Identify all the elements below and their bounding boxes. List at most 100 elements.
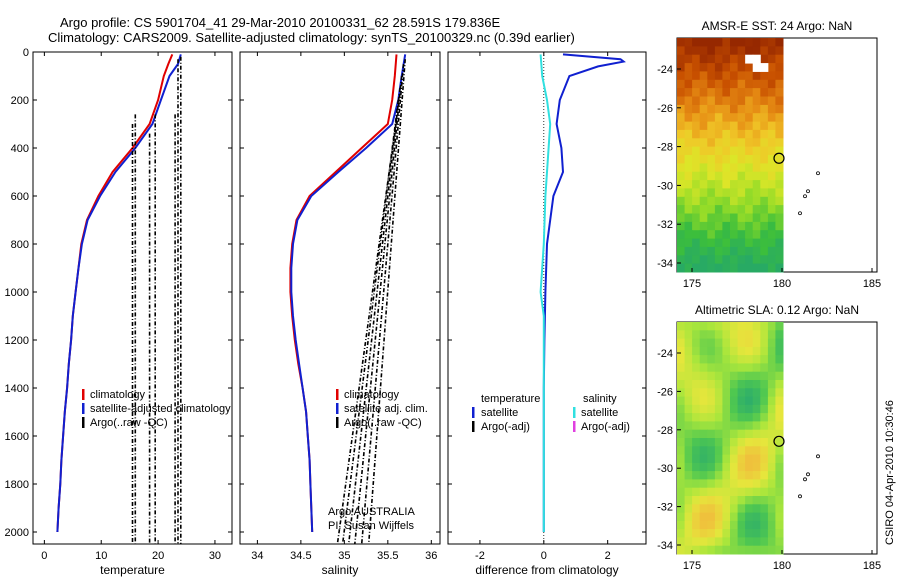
map-cell — [760, 438, 769, 447]
map-cell — [745, 255, 754, 265]
map-cell — [707, 54, 716, 64]
map-cell — [699, 246, 708, 256]
map-cell — [752, 421, 761, 431]
map-cell — [775, 205, 784, 214]
map-cell — [752, 146, 761, 156]
map-cell — [760, 96, 769, 106]
map-cell — [730, 429, 739, 439]
map-cell — [677, 346, 686, 356]
map-cell — [760, 363, 769, 373]
map-cell — [714, 404, 723, 414]
map-cell — [699, 146, 708, 156]
map-cell — [775, 363, 784, 373]
map-cell — [699, 330, 708, 340]
map-cell — [752, 545, 761, 555]
map-cell — [707, 38, 716, 47]
map-cell — [699, 188, 708, 198]
map-cell — [714, 263, 723, 273]
map-cell — [707, 520, 716, 530]
map-x-tick-label: 180 — [773, 560, 791, 572]
map-cell — [745, 38, 754, 47]
map-cell — [692, 438, 701, 447]
map-cell — [692, 330, 701, 340]
map-cell — [730, 355, 739, 364]
map-cell — [775, 113, 784, 123]
map-cell — [684, 196, 693, 206]
map-cell — [692, 163, 701, 173]
map-x-tick-label: 175 — [683, 278, 701, 290]
map-cell — [684, 188, 693, 198]
map-cell — [730, 421, 739, 431]
map-cell — [707, 504, 716, 514]
map-cell — [714, 396, 723, 406]
map-cell — [677, 496, 686, 505]
map-cell — [699, 263, 708, 273]
map-cell — [767, 355, 776, 364]
legend-label: Argo(..raw -QC) — [344, 417, 422, 429]
map-cell — [707, 230, 716, 240]
map-cell — [699, 338, 708, 348]
map-y-tick-label: -34 — [657, 540, 673, 552]
y-tick-label: 200 — [11, 95, 29, 107]
map-cell — [677, 113, 686, 123]
map-title: AMSR-E SST: 24 Argo: NaN — [702, 19, 853, 33]
x-tick-label: 34 — [251, 550, 263, 562]
map-cell — [692, 188, 701, 198]
map-cell — [745, 537, 754, 547]
map-cell — [767, 146, 776, 156]
map-cell — [692, 545, 701, 555]
map-cell — [767, 230, 776, 240]
map-cell — [707, 113, 716, 123]
map-cell — [775, 479, 784, 489]
map-cell — [767, 113, 776, 123]
map-cell — [745, 487, 754, 497]
map-cell — [767, 88, 776, 97]
map-cell — [760, 263, 769, 273]
map-cell — [722, 196, 731, 206]
map-cell — [722, 446, 731, 456]
map-cell — [722, 171, 731, 181]
map-cell — [737, 255, 746, 265]
map-cell — [677, 263, 686, 273]
map-cell — [775, 63, 784, 72]
map-cell — [677, 46, 686, 56]
map-cell — [730, 246, 739, 256]
map-cell — [767, 246, 776, 256]
map-y-tick-label: -24 — [657, 348, 673, 360]
map-cell — [775, 355, 784, 364]
map-cell — [730, 504, 739, 514]
map-y-tick-label: -24 — [657, 64, 673, 76]
x-tick-label: 35.5 — [377, 550, 398, 562]
legend-swatch — [82, 403, 85, 414]
map-cell — [722, 138, 731, 148]
map-cell — [737, 213, 746, 223]
map-cell — [699, 63, 708, 72]
map-cell — [677, 363, 686, 373]
map-cell — [722, 471, 731, 480]
map-cell — [677, 230, 686, 240]
map-cell — [684, 322, 693, 331]
map-cell — [707, 263, 716, 273]
map-cell — [722, 263, 731, 273]
map-cell — [692, 113, 701, 123]
map-cell — [760, 487, 769, 497]
map-cell — [714, 479, 723, 489]
map-cell — [767, 438, 776, 447]
legend-swatch — [82, 389, 85, 400]
profile-panels: 0 10 20 30020040060080010001200140016001800… — [5, 47, 647, 577]
map-cell — [699, 537, 708, 547]
map-cell — [707, 438, 716, 447]
map-cell — [775, 537, 784, 547]
map-cell — [699, 163, 708, 173]
map-cell — [677, 396, 686, 406]
map-cell — [760, 38, 769, 47]
map-cell — [707, 421, 716, 431]
map-cell — [737, 246, 746, 256]
map-cell — [737, 146, 746, 156]
map-cell — [722, 496, 731, 505]
map-cell — [737, 188, 746, 198]
map-cell — [775, 196, 784, 206]
map-cell — [677, 104, 686, 114]
map-cell — [767, 388, 776, 398]
map-cell — [767, 322, 776, 331]
